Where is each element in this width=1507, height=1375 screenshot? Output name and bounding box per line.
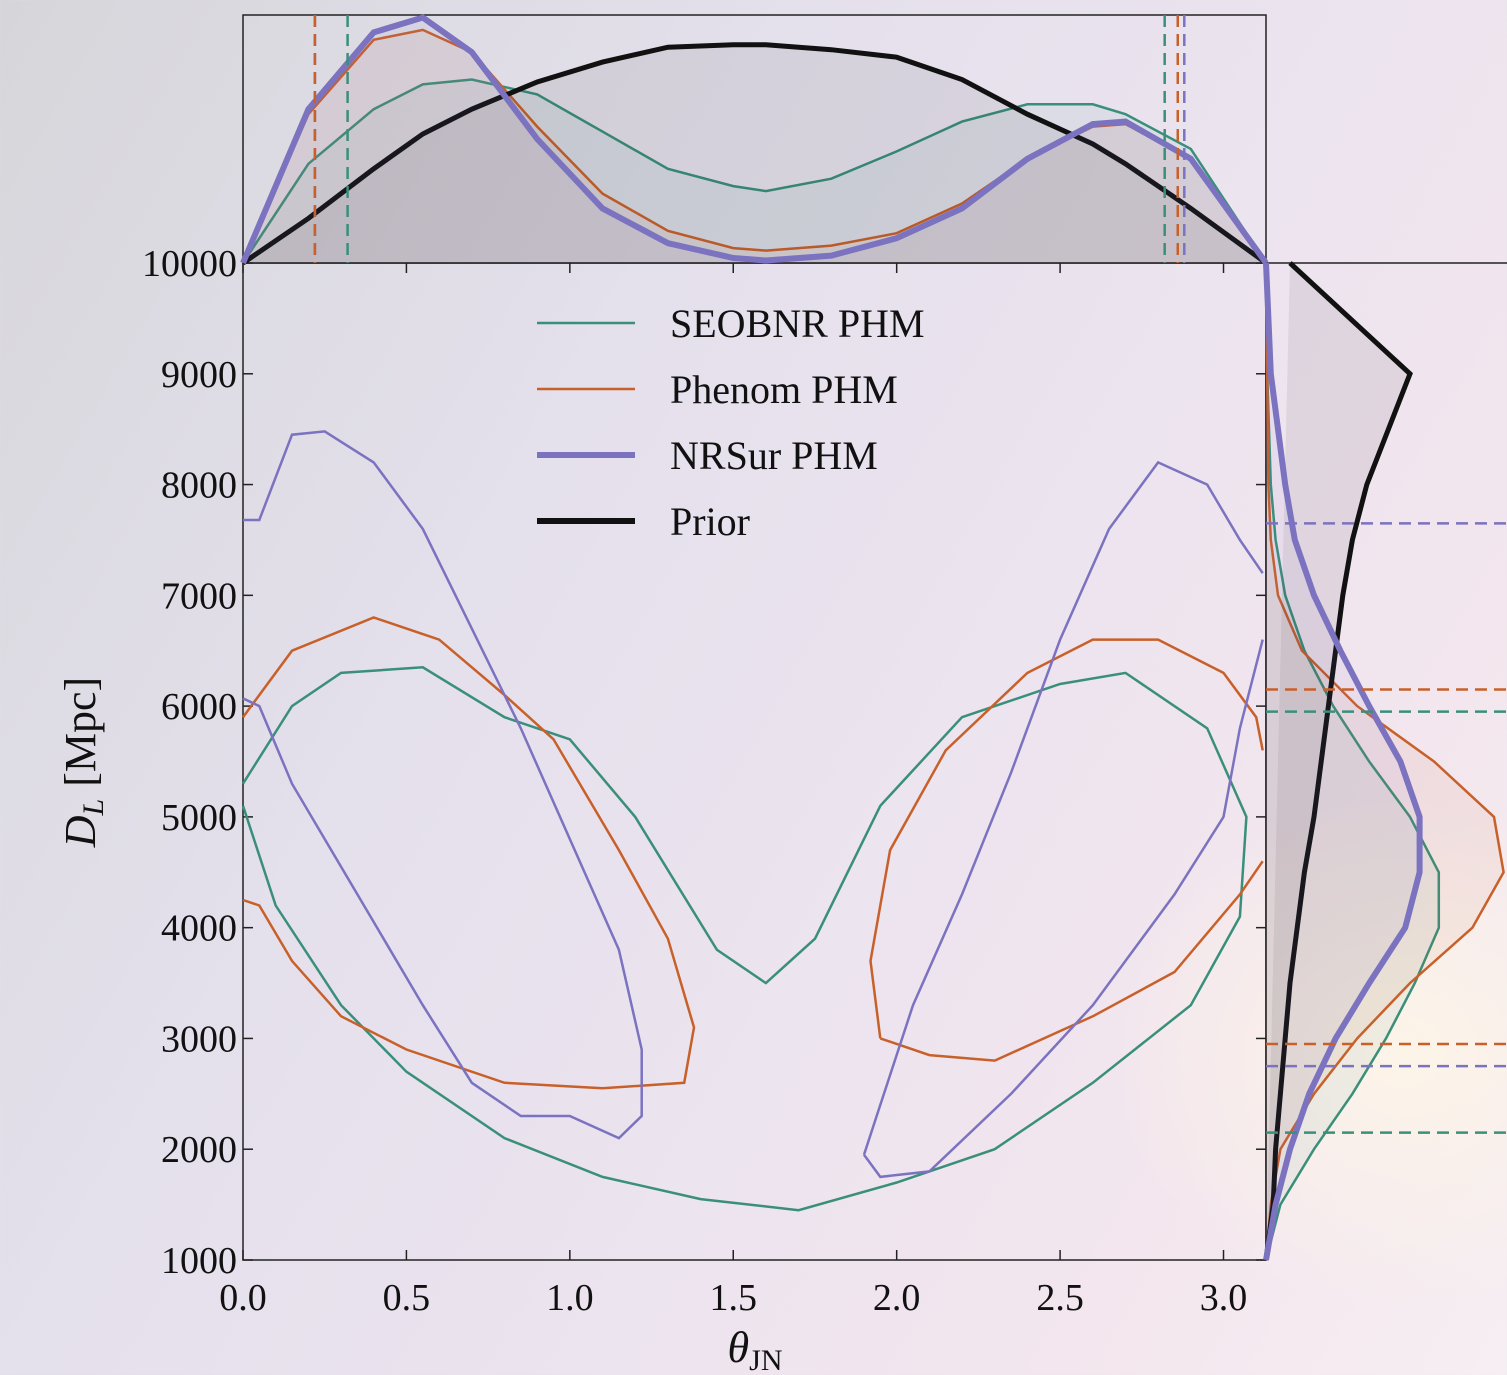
x-label-subscript: JN — [749, 1344, 782, 1375]
y-label-unit: [Mpc] — [56, 677, 105, 787]
x-tick-label: 1.5 — [710, 1277, 758, 1319]
y-tick-label: 5000 — [161, 797, 237, 839]
y-tick-label: 8000 — [161, 465, 237, 507]
x-tick-label: 1.0 — [546, 1277, 594, 1319]
x-tick-label: 2.0 — [873, 1277, 921, 1319]
y-label-symbol: D — [56, 815, 105, 848]
legend-label: Prior — [670, 499, 750, 544]
x-tick-label: 2.5 — [1036, 1277, 1084, 1319]
marginal-density — [1263, 261, 1413, 1261]
legend-label: NRSur PHM — [670, 433, 878, 478]
marginal-density — [1264, 262, 1441, 1261]
y-tick-label: 1000 — [161, 1240, 237, 1282]
y-tick-label: 6000 — [161, 686, 237, 728]
y-tick-label: 2000 — [161, 1129, 237, 1171]
y-label-subscript: L — [77, 799, 110, 817]
legend-label: Phenom PHM — [670, 367, 898, 412]
x-tick-label: 0.5 — [383, 1277, 431, 1319]
y-tick-label: 10000 — [142, 243, 237, 285]
contour-line — [242, 430, 1264, 1179]
x-label-symbol: θ — [728, 1323, 750, 1372]
x-tick-label: 0.0 — [219, 1277, 267, 1319]
y-axis-label: DL [Mpc] — [56, 677, 110, 848]
y-tick-label: 9000 — [161, 354, 237, 396]
marginal-density — [241, 42, 1268, 266]
marginal-density — [241, 78, 1268, 264]
x-axis-label: θJN — [728, 1323, 783, 1375]
y-tick-label: 7000 — [161, 575, 237, 617]
contour-line — [241, 666, 1248, 1212]
x-tick-label: 3.0 — [1200, 1277, 1248, 1319]
y-tick-label: 3000 — [161, 1018, 237, 1060]
contour-line — [241, 616, 1264, 1090]
legend-label: SEOBNR PHM — [670, 301, 925, 346]
marginal-density — [1263, 262, 1423, 1261]
y-tick-label: 4000 — [161, 908, 237, 950]
marginal-density — [240, 14, 1269, 265]
